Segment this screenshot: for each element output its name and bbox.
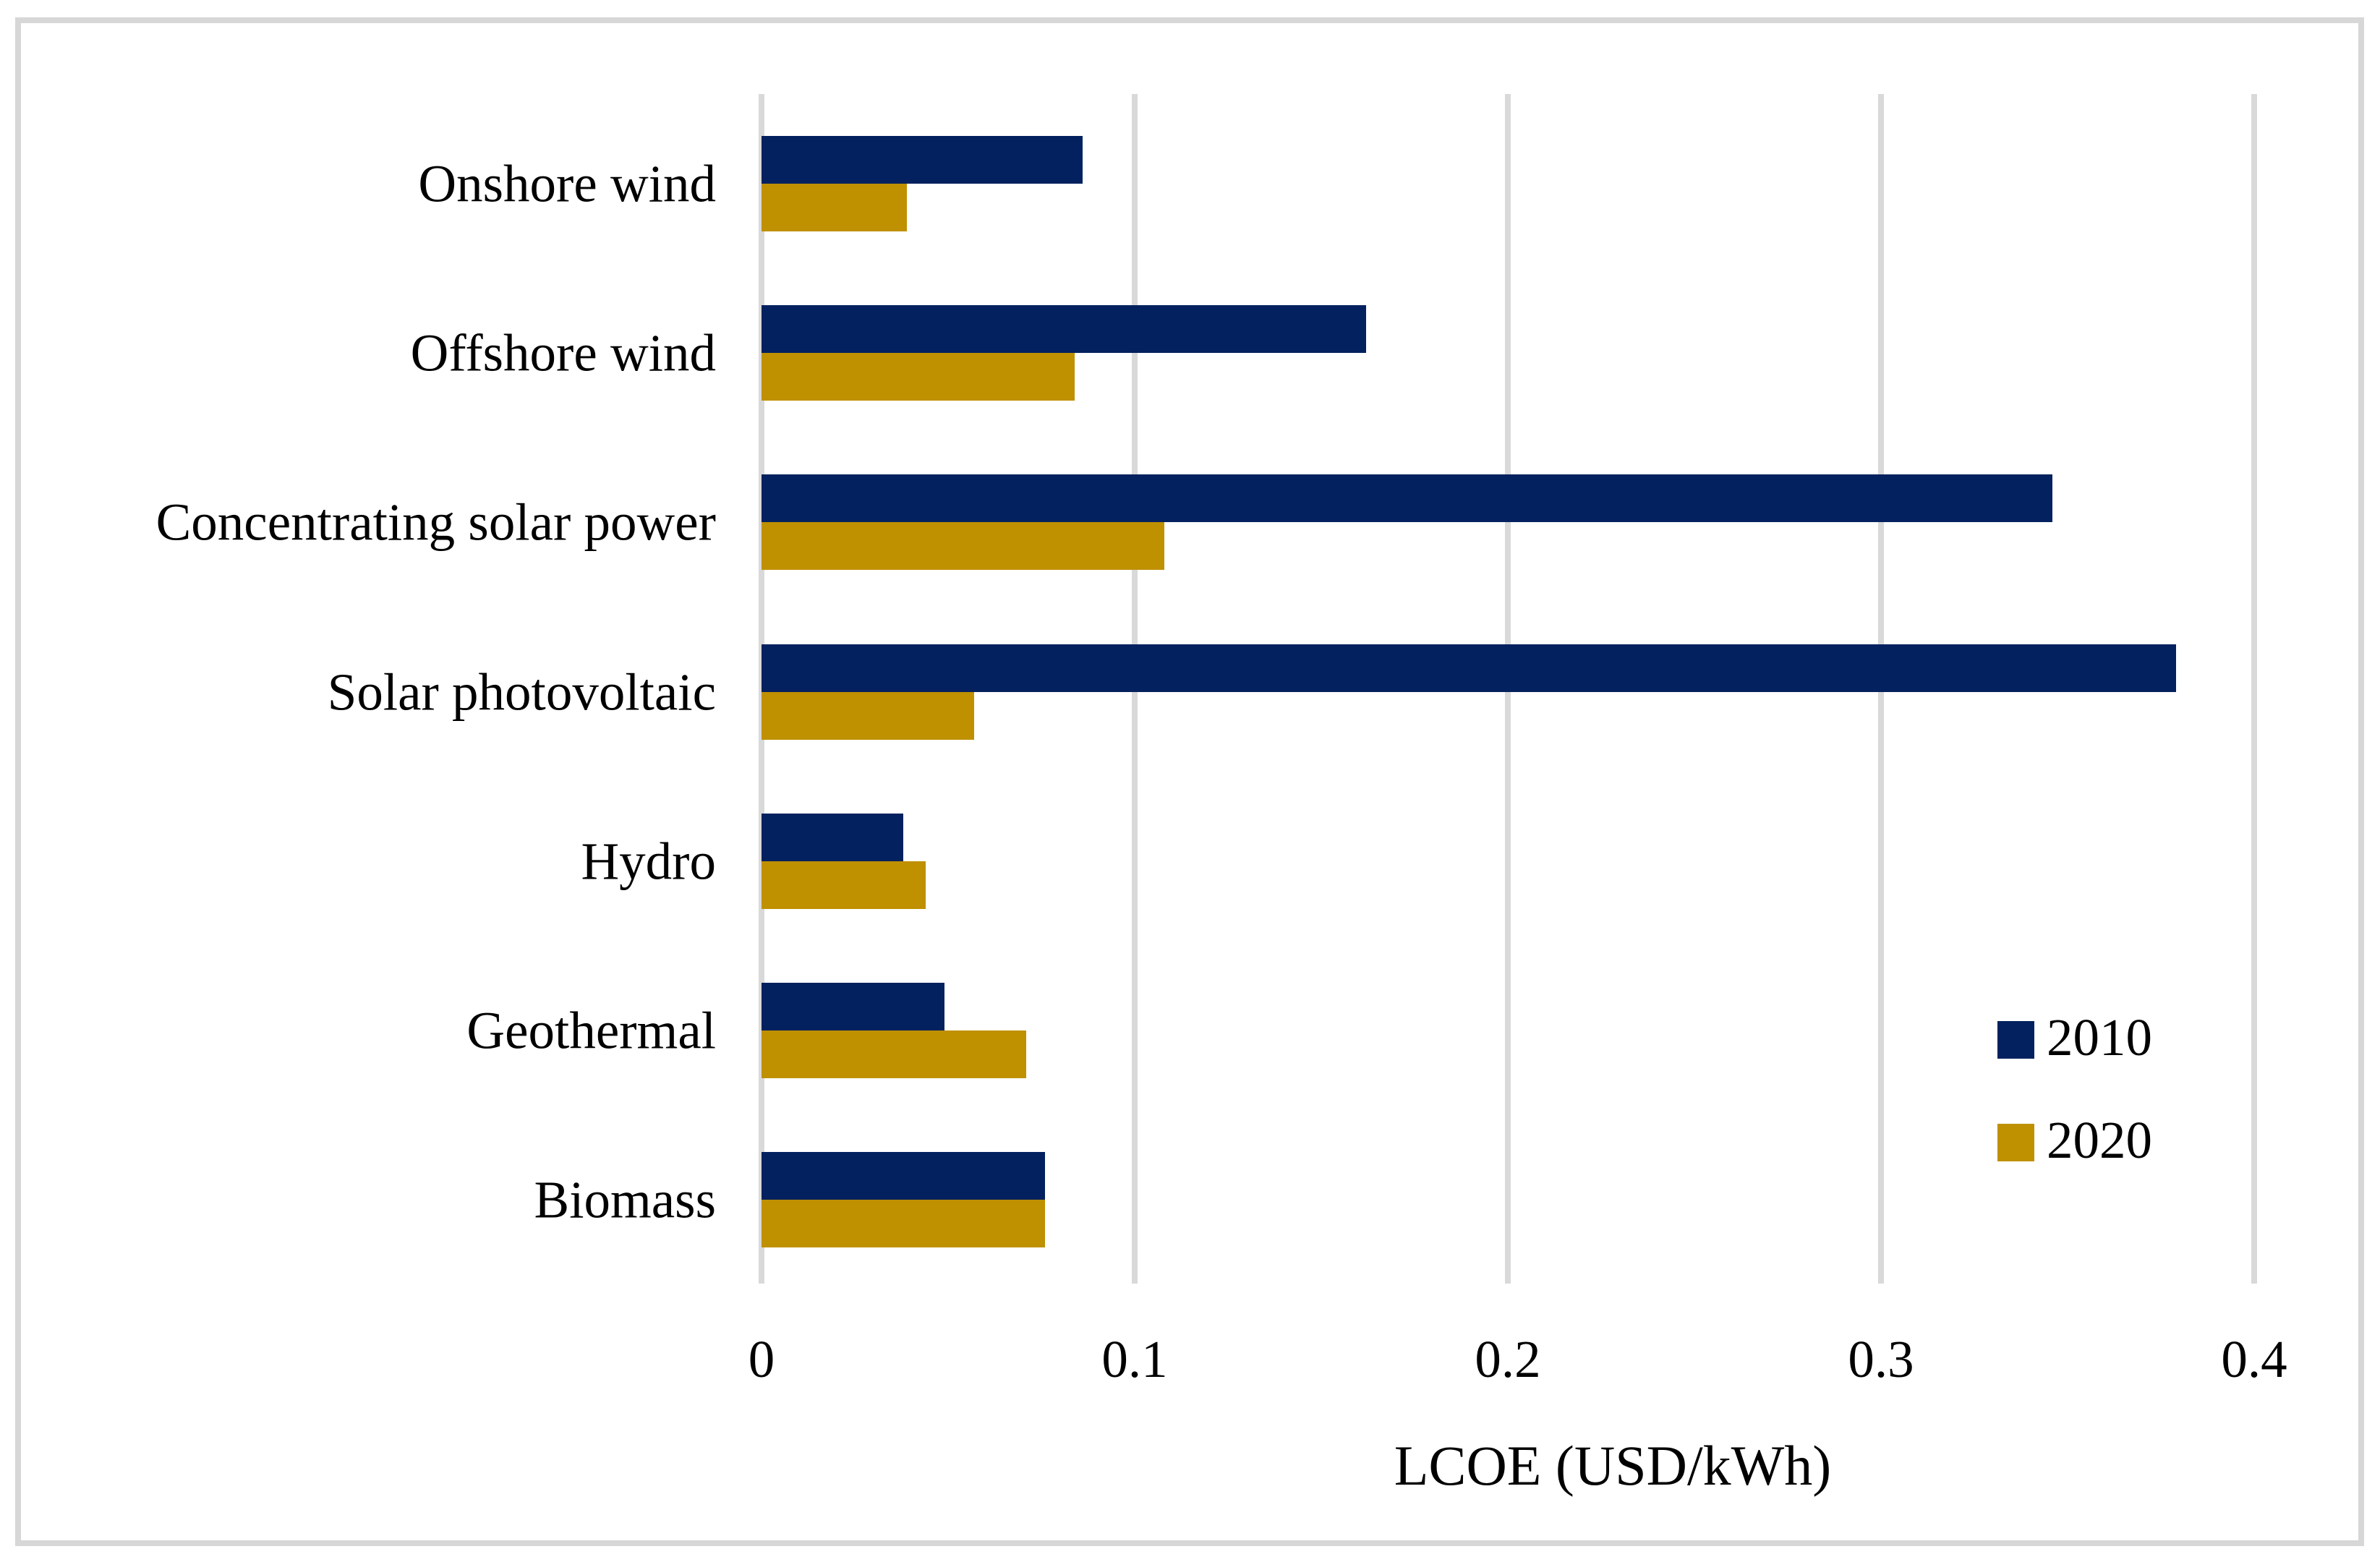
legend-label-2010: 2010 xyxy=(2047,1008,2152,1067)
category-label: Onshore wind xyxy=(418,154,716,213)
category-label: Concentrating solar power xyxy=(155,492,716,552)
category-label: Offshore wind xyxy=(410,323,716,383)
bar-2010 xyxy=(762,474,2052,523)
x-tick-label: 0.3 xyxy=(1848,1330,1914,1388)
bar-2010 xyxy=(762,983,944,1030)
x-tick-label: 0.4 xyxy=(2221,1330,2287,1388)
x-gridline xyxy=(2251,94,2257,1284)
category-label: Biomass xyxy=(534,1170,716,1229)
x-tick-label: 0.1 xyxy=(1101,1330,1168,1388)
x-tick-label: 0.2 xyxy=(1475,1330,1541,1388)
bar-2010 xyxy=(762,813,903,861)
category-label: Hydro xyxy=(581,832,716,891)
x-axis-title: LCOE (USD/kWh) xyxy=(1394,1434,1832,1497)
figure-border xyxy=(15,17,2364,1546)
bar-2020 xyxy=(762,1200,1045,1248)
x-tick-label: 0 xyxy=(748,1330,775,1388)
category-label: Solar photovoltaic xyxy=(327,662,716,722)
bar-2020 xyxy=(762,522,1164,571)
bar-2010 xyxy=(762,1152,1045,1200)
legend-label-2020: 2020 xyxy=(2047,1111,2152,1169)
bar-2020 xyxy=(762,184,907,231)
bar-2010 xyxy=(762,136,1083,184)
bar-2020 xyxy=(762,691,974,740)
legend-swatch-2020 xyxy=(1997,1124,2034,1161)
bar-2020 xyxy=(762,1030,1026,1078)
bar-2020 xyxy=(762,861,926,909)
legend-swatch-2010 xyxy=(1997,1021,2034,1059)
bar-2020 xyxy=(762,353,1075,401)
bar-2010 xyxy=(762,644,2176,692)
bar-2010 xyxy=(762,305,1366,354)
category-label: Geothermal xyxy=(466,1001,716,1060)
